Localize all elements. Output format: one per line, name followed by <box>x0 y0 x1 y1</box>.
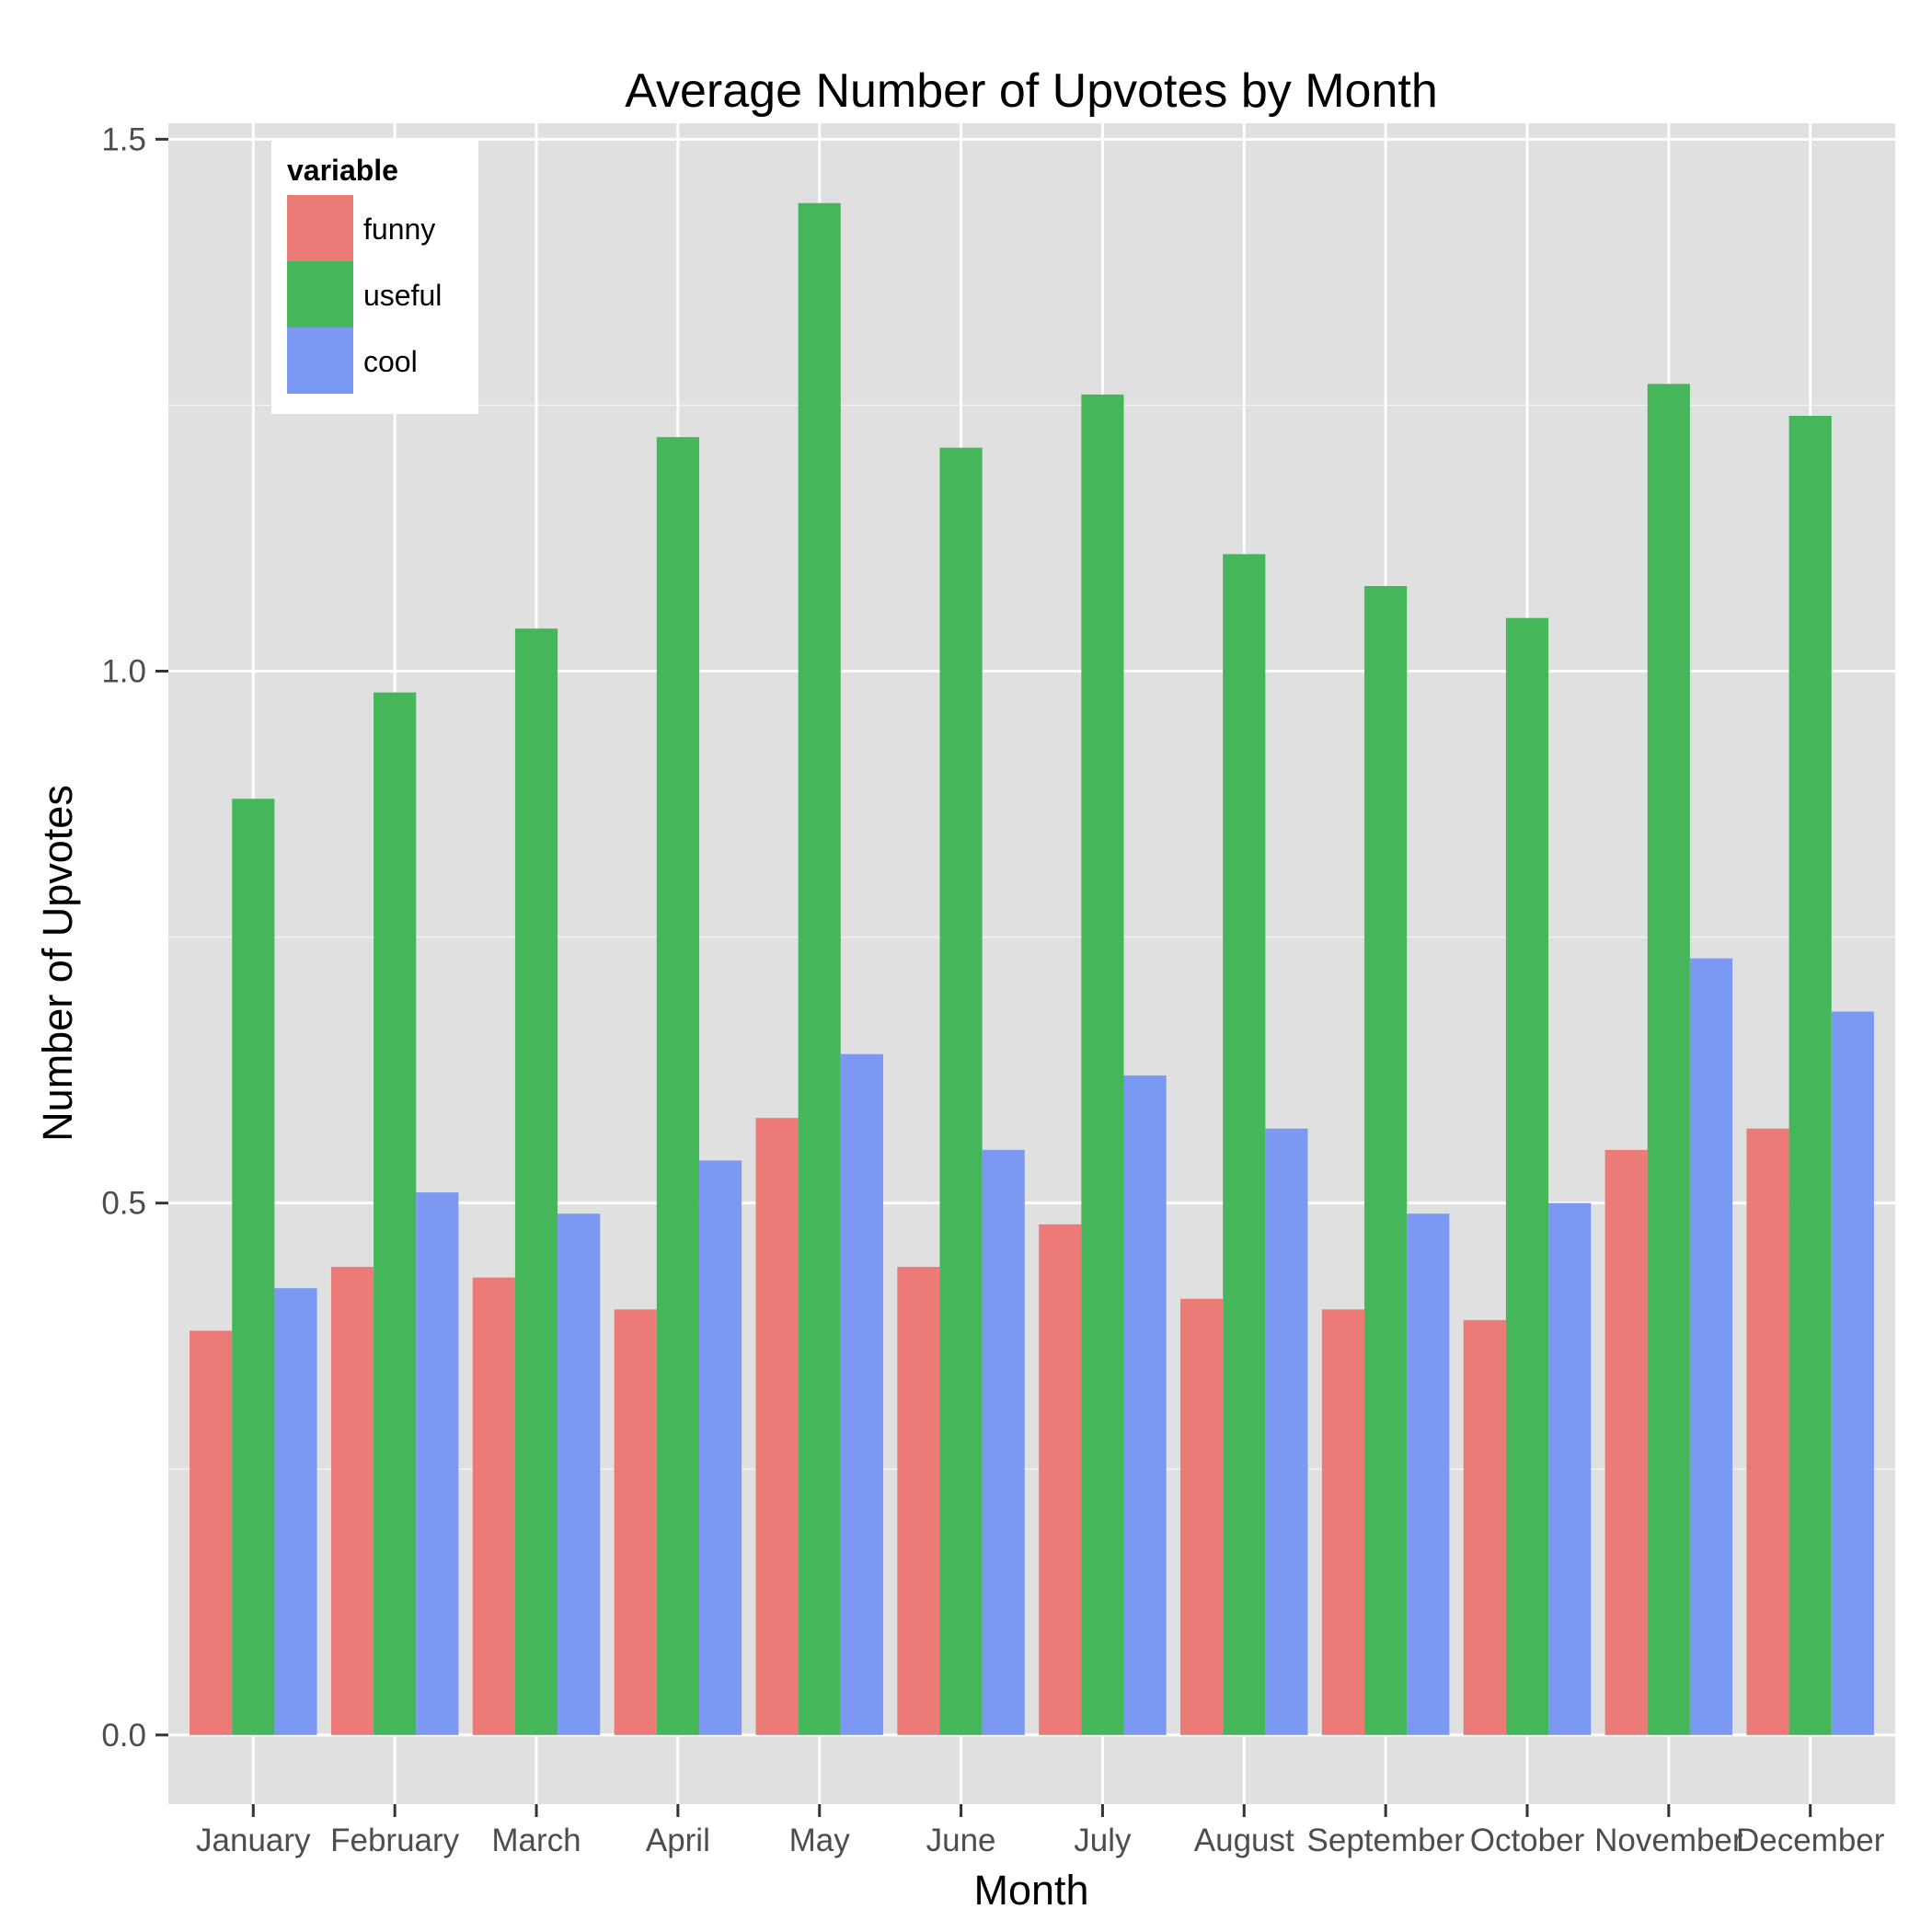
bar-funny <box>897 1267 940 1735</box>
bar-funny <box>1180 1298 1224 1735</box>
x-tick-label: December <box>1736 1823 1885 1858</box>
legend-swatch-useful <box>287 261 353 328</box>
bar-useful <box>514 628 558 1735</box>
legend-label-funny: funny <box>363 213 435 246</box>
bars <box>190 202 1874 1735</box>
x-axis-title: Month <box>973 1867 1088 1914</box>
bar-cool <box>1689 958 1733 1735</box>
x-axis-ticks: January February March April May June July Augu… <box>196 1804 1885 1858</box>
bar-useful <box>1505 617 1549 1735</box>
bar-cool <box>1831 1011 1874 1735</box>
legend-swatch-funny <box>287 195 353 261</box>
bar-useful <box>939 447 983 1735</box>
x-tick-label: June <box>926 1823 996 1858</box>
bar-cool <box>840 1053 883 1735</box>
bar-useful <box>374 692 417 1735</box>
y-tick-label: 0.5 <box>101 1186 146 1222</box>
bar-useful <box>1364 586 1408 1735</box>
bar-funny <box>1321 1309 1365 1735</box>
x-tick-label: February <box>330 1823 460 1858</box>
bar-cool <box>274 1288 317 1735</box>
legend-title: variable <box>287 154 398 187</box>
bar-cool <box>416 1192 459 1735</box>
bar-useful <box>798 202 841 1735</box>
bar-cool <box>1265 1128 1308 1735</box>
bar-useful <box>1647 384 1690 1735</box>
bar-cool <box>1407 1213 1450 1735</box>
x-tick-label: July <box>1074 1823 1132 1858</box>
legend-swatch-cool <box>287 328 353 394</box>
y-axis-title: Number of Upvotes <box>34 785 81 1142</box>
bar-funny <box>1604 1149 1648 1735</box>
x-tick-label: August <box>1194 1823 1294 1858</box>
bar-cool <box>558 1213 601 1735</box>
y-tick-label: 0.0 <box>101 1718 146 1754</box>
chart-title: Average Number of Upvotes by Month <box>625 64 1438 118</box>
bar-useful <box>1223 554 1266 1735</box>
bar-cool <box>982 1149 1025 1735</box>
legend: variable funny useful cool <box>271 138 478 414</box>
x-tick-label: May <box>789 1823 851 1858</box>
bar-funny <box>614 1309 657 1735</box>
bar-funny <box>1463 1319 1506 1735</box>
bar-cool <box>698 1160 742 1735</box>
bar-funny <box>330 1267 374 1735</box>
x-tick-label: October <box>1470 1823 1585 1858</box>
bar-funny <box>1039 1224 1082 1735</box>
bar-useful <box>656 437 699 1735</box>
y-tick-label: 1.0 <box>101 654 146 690</box>
legend-label-useful: useful <box>363 279 442 312</box>
x-tick-label: January <box>196 1823 311 1858</box>
x-tick-label: November <box>1594 1823 1743 1858</box>
bar-useful <box>232 799 275 1735</box>
bar-funny <box>190 1330 233 1735</box>
bar-funny <box>472 1277 515 1735</box>
y-axis-ticks: 0.0 0.5 1.0 1.5 <box>101 121 168 1754</box>
legend-label-cool: cool <box>363 345 418 378</box>
bar-cool <box>1548 1202 1592 1735</box>
bar-useful <box>1788 415 1832 1735</box>
bar-cool <box>1123 1075 1167 1735</box>
bar-funny <box>755 1118 799 1735</box>
y-tick-label: 1.5 <box>101 121 146 157</box>
x-tick-label: September <box>1307 1823 1466 1858</box>
x-tick-label: March <box>491 1823 581 1858</box>
x-tick-label: April <box>646 1823 710 1858</box>
legend-items: funny useful cool <box>287 195 442 394</box>
bar-funny <box>1746 1128 1789 1735</box>
bar-useful <box>1081 394 1124 1735</box>
